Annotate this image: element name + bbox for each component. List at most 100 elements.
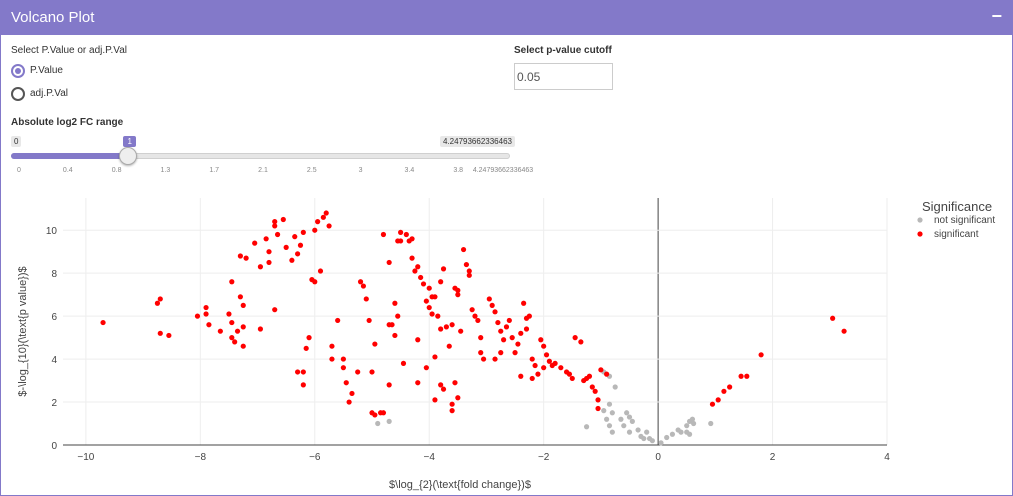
significant-point	[509, 335, 515, 341]
significant-point	[426, 304, 432, 311]
significant-point	[435, 313, 441, 319]
slider-handle[interactable]	[119, 147, 138, 165]
significant-point	[300, 382, 306, 388]
significant-point	[229, 335, 235, 341]
not-significant-point	[386, 418, 392, 424]
not-significant-point	[626, 414, 633, 420]
significant-point	[346, 399, 352, 405]
significant-point	[503, 324, 510, 330]
significant-point	[229, 319, 235, 326]
plot-points	[100, 210, 847, 446]
x-tick-label: 4	[884, 452, 890, 463]
radio-pvalue-circle[interactable]	[11, 64, 25, 78]
legend-marker	[917, 231, 923, 237]
not-significant-point	[641, 435, 647, 442]
significant-point	[841, 328, 847, 334]
significant-point	[340, 356, 346, 362]
significant-point	[709, 401, 716, 407]
significant-point	[317, 268, 324, 274]
significant-point	[449, 408, 455, 414]
significant-point	[438, 382, 444, 388]
not-significant-point	[649, 438, 655, 444]
not-significant-point	[604, 416, 610, 422]
significant-point	[472, 313, 478, 319]
significant-point	[758, 352, 764, 358]
significant-point	[400, 360, 407, 366]
significant-point	[492, 356, 498, 362]
not-significant-point	[612, 384, 618, 390]
significant-point	[595, 397, 601, 403]
slider-tick-label: 3.8	[453, 167, 464, 174]
significant-point	[446, 343, 452, 349]
x-tick-label: −6	[309, 452, 321, 463]
significant-point	[495, 319, 501, 326]
significant-point	[377, 410, 384, 416]
not-significant-point	[621, 423, 627, 429]
significant-point	[386, 322, 392, 328]
not-significant-point	[669, 431, 676, 437]
slider-max-label: 4.24793662336463	[440, 136, 515, 147]
significant-point	[386, 382, 392, 388]
significant-point	[438, 279, 444, 285]
radio-adj-pvalue-circle[interactable]	[11, 87, 25, 101]
plot-grid	[63, 198, 888, 446]
significant-point	[303, 345, 309, 351]
significant-point	[266, 259, 272, 266]
significant-point	[306, 335, 312, 341]
pvalue-cutoff-input[interactable]	[514, 63, 613, 90]
y-tick-label: 6	[51, 312, 57, 323]
significant-point	[529, 375, 535, 382]
significant-point	[395, 313, 401, 319]
significant-point	[475, 317, 481, 324]
significant-point	[418, 274, 424, 281]
significant-point	[257, 264, 264, 270]
legend-title: Significance	[922, 199, 992, 214]
significant-point	[386, 259, 392, 266]
significant-point	[240, 324, 246, 330]
significant-point	[154, 300, 161, 306]
significant-point	[449, 322, 455, 328]
significant-point	[403, 231, 409, 238]
collapse-button[interactable]: −	[991, 6, 1002, 26]
significant-point	[369, 369, 375, 375]
significant-point	[515, 341, 521, 347]
not-significant-point	[624, 410, 630, 416]
slider-tick-label: 1.3	[160, 167, 171, 174]
significant-point	[329, 356, 335, 362]
significant-point	[455, 395, 461, 401]
significant-point	[443, 324, 449, 330]
significant-point	[366, 317, 372, 324]
significant-point	[203, 304, 209, 311]
x-tick-label: −8	[195, 452, 207, 463]
significant-point	[217, 328, 223, 334]
significant-point	[518, 330, 524, 336]
significant-point	[340, 365, 346, 371]
significant-point	[360, 283, 367, 289]
significant-point	[538, 337, 544, 343]
panel-header: Volcano Plot −	[1, 1, 1012, 35]
not-significant-point	[375, 420, 381, 427]
significant-point	[463, 261, 470, 268]
significant-point	[157, 296, 163, 302]
significant-point	[440, 386, 447, 392]
significant-point	[449, 401, 455, 407]
significant-point	[263, 236, 269, 242]
cutoff-label: Select p-value cutoff	[514, 45, 612, 56]
significant-point	[292, 234, 298, 240]
significant-point	[830, 315, 836, 321]
significant-point	[452, 380, 458, 386]
significant-point	[415, 380, 421, 386]
significant-point	[372, 341, 378, 347]
significant-point	[100, 319, 106, 326]
slider-value-label: 1	[123, 136, 136, 147]
x-tick-label: −4	[424, 452, 436, 463]
significant-point	[357, 279, 364, 285]
legend-item-label: not significant	[934, 215, 995, 226]
fc-range-slider[interactable]: 0 4.24793662336463 1 0 0.4 0.8 1.3 1.7 2.1 2.5…	[11, 134, 541, 179]
significant-point	[455, 292, 461, 298]
significant-point	[552, 360, 558, 366]
significant-point	[320, 214, 326, 220]
x-tick-label: −2	[538, 452, 550, 463]
